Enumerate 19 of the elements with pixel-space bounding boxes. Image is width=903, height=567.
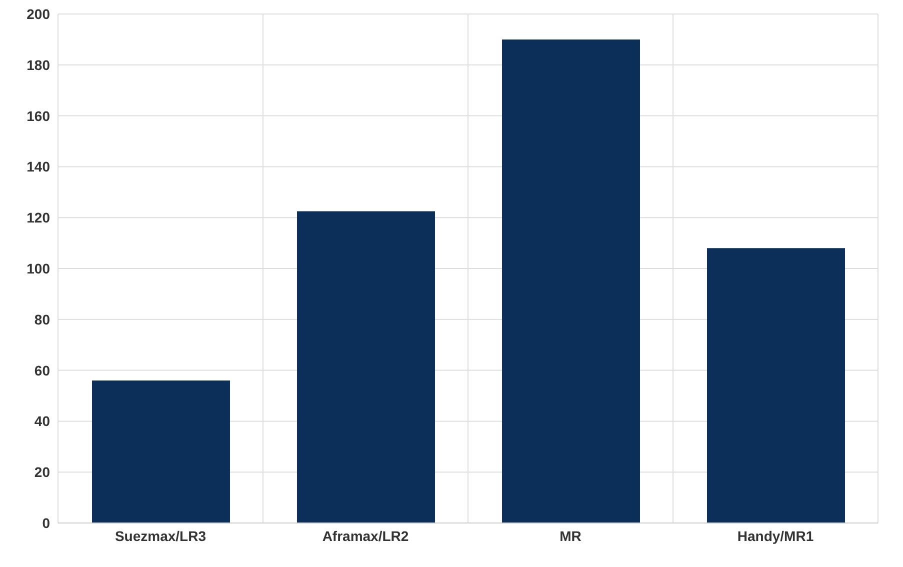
y-tick-label: 100 <box>26 260 50 276</box>
y-tick-label: 200 <box>26 6 50 22</box>
y-tick-label: 60 <box>34 362 50 378</box>
y-tick-label: 160 <box>26 108 50 124</box>
bar <box>707 248 845 523</box>
y-tick-label: 180 <box>26 56 50 73</box>
y-tick-label: 0 <box>42 514 50 531</box>
x-tick-label: Handy/MR1 <box>737 528 814 544</box>
x-tick-label: Aframax/LR2 <box>322 528 409 544</box>
bar <box>502 39 640 523</box>
y-tick-label: 120 <box>26 210 50 226</box>
x-tick-label: MR <box>560 528 582 544</box>
bar <box>297 211 435 523</box>
y-tick-label: 140 <box>26 158 50 175</box>
bar <box>92 380 230 523</box>
y-tick-label: 40 <box>34 413 50 430</box>
y-tick-label: 80 <box>34 311 50 328</box>
y-tick-label: 20 <box>34 464 50 480</box>
x-tick-label: Suezmax/LR3 <box>114 528 206 544</box>
